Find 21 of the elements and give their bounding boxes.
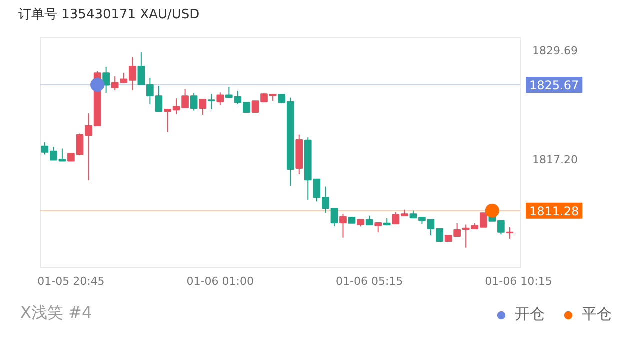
legend-label: 开仓 xyxy=(515,305,545,324)
candlestick xyxy=(190,92,198,112)
x-tick-label: 01-06 01:00 xyxy=(186,275,254,288)
x-tick-label: 01-06 05:15 xyxy=(336,275,404,288)
y-tick-label: 1829.69 xyxy=(532,44,578,58)
legend-label: 平仓 xyxy=(582,305,612,324)
y-tick-label: 1817.20 xyxy=(532,154,578,167)
chart-title: 订单号 135430171 XAU/USD xyxy=(18,8,200,22)
candlestick xyxy=(340,214,347,238)
ref-line-label: 1811.28 xyxy=(530,204,580,218)
candlestick xyxy=(216,92,224,106)
candlestick xyxy=(374,222,382,233)
candlestick xyxy=(506,226,514,240)
candlestick xyxy=(208,94,216,110)
candlestick xyxy=(199,99,206,116)
candlestick xyxy=(102,66,110,94)
candlestick xyxy=(366,215,374,226)
x-tick-label: 01-05 20:45 xyxy=(38,275,105,288)
ref-line-label: 1825.67 xyxy=(530,78,580,92)
x-tick-label: 01-06 10:15 xyxy=(485,275,552,288)
text: X浅笑 #4 xyxy=(20,303,92,322)
